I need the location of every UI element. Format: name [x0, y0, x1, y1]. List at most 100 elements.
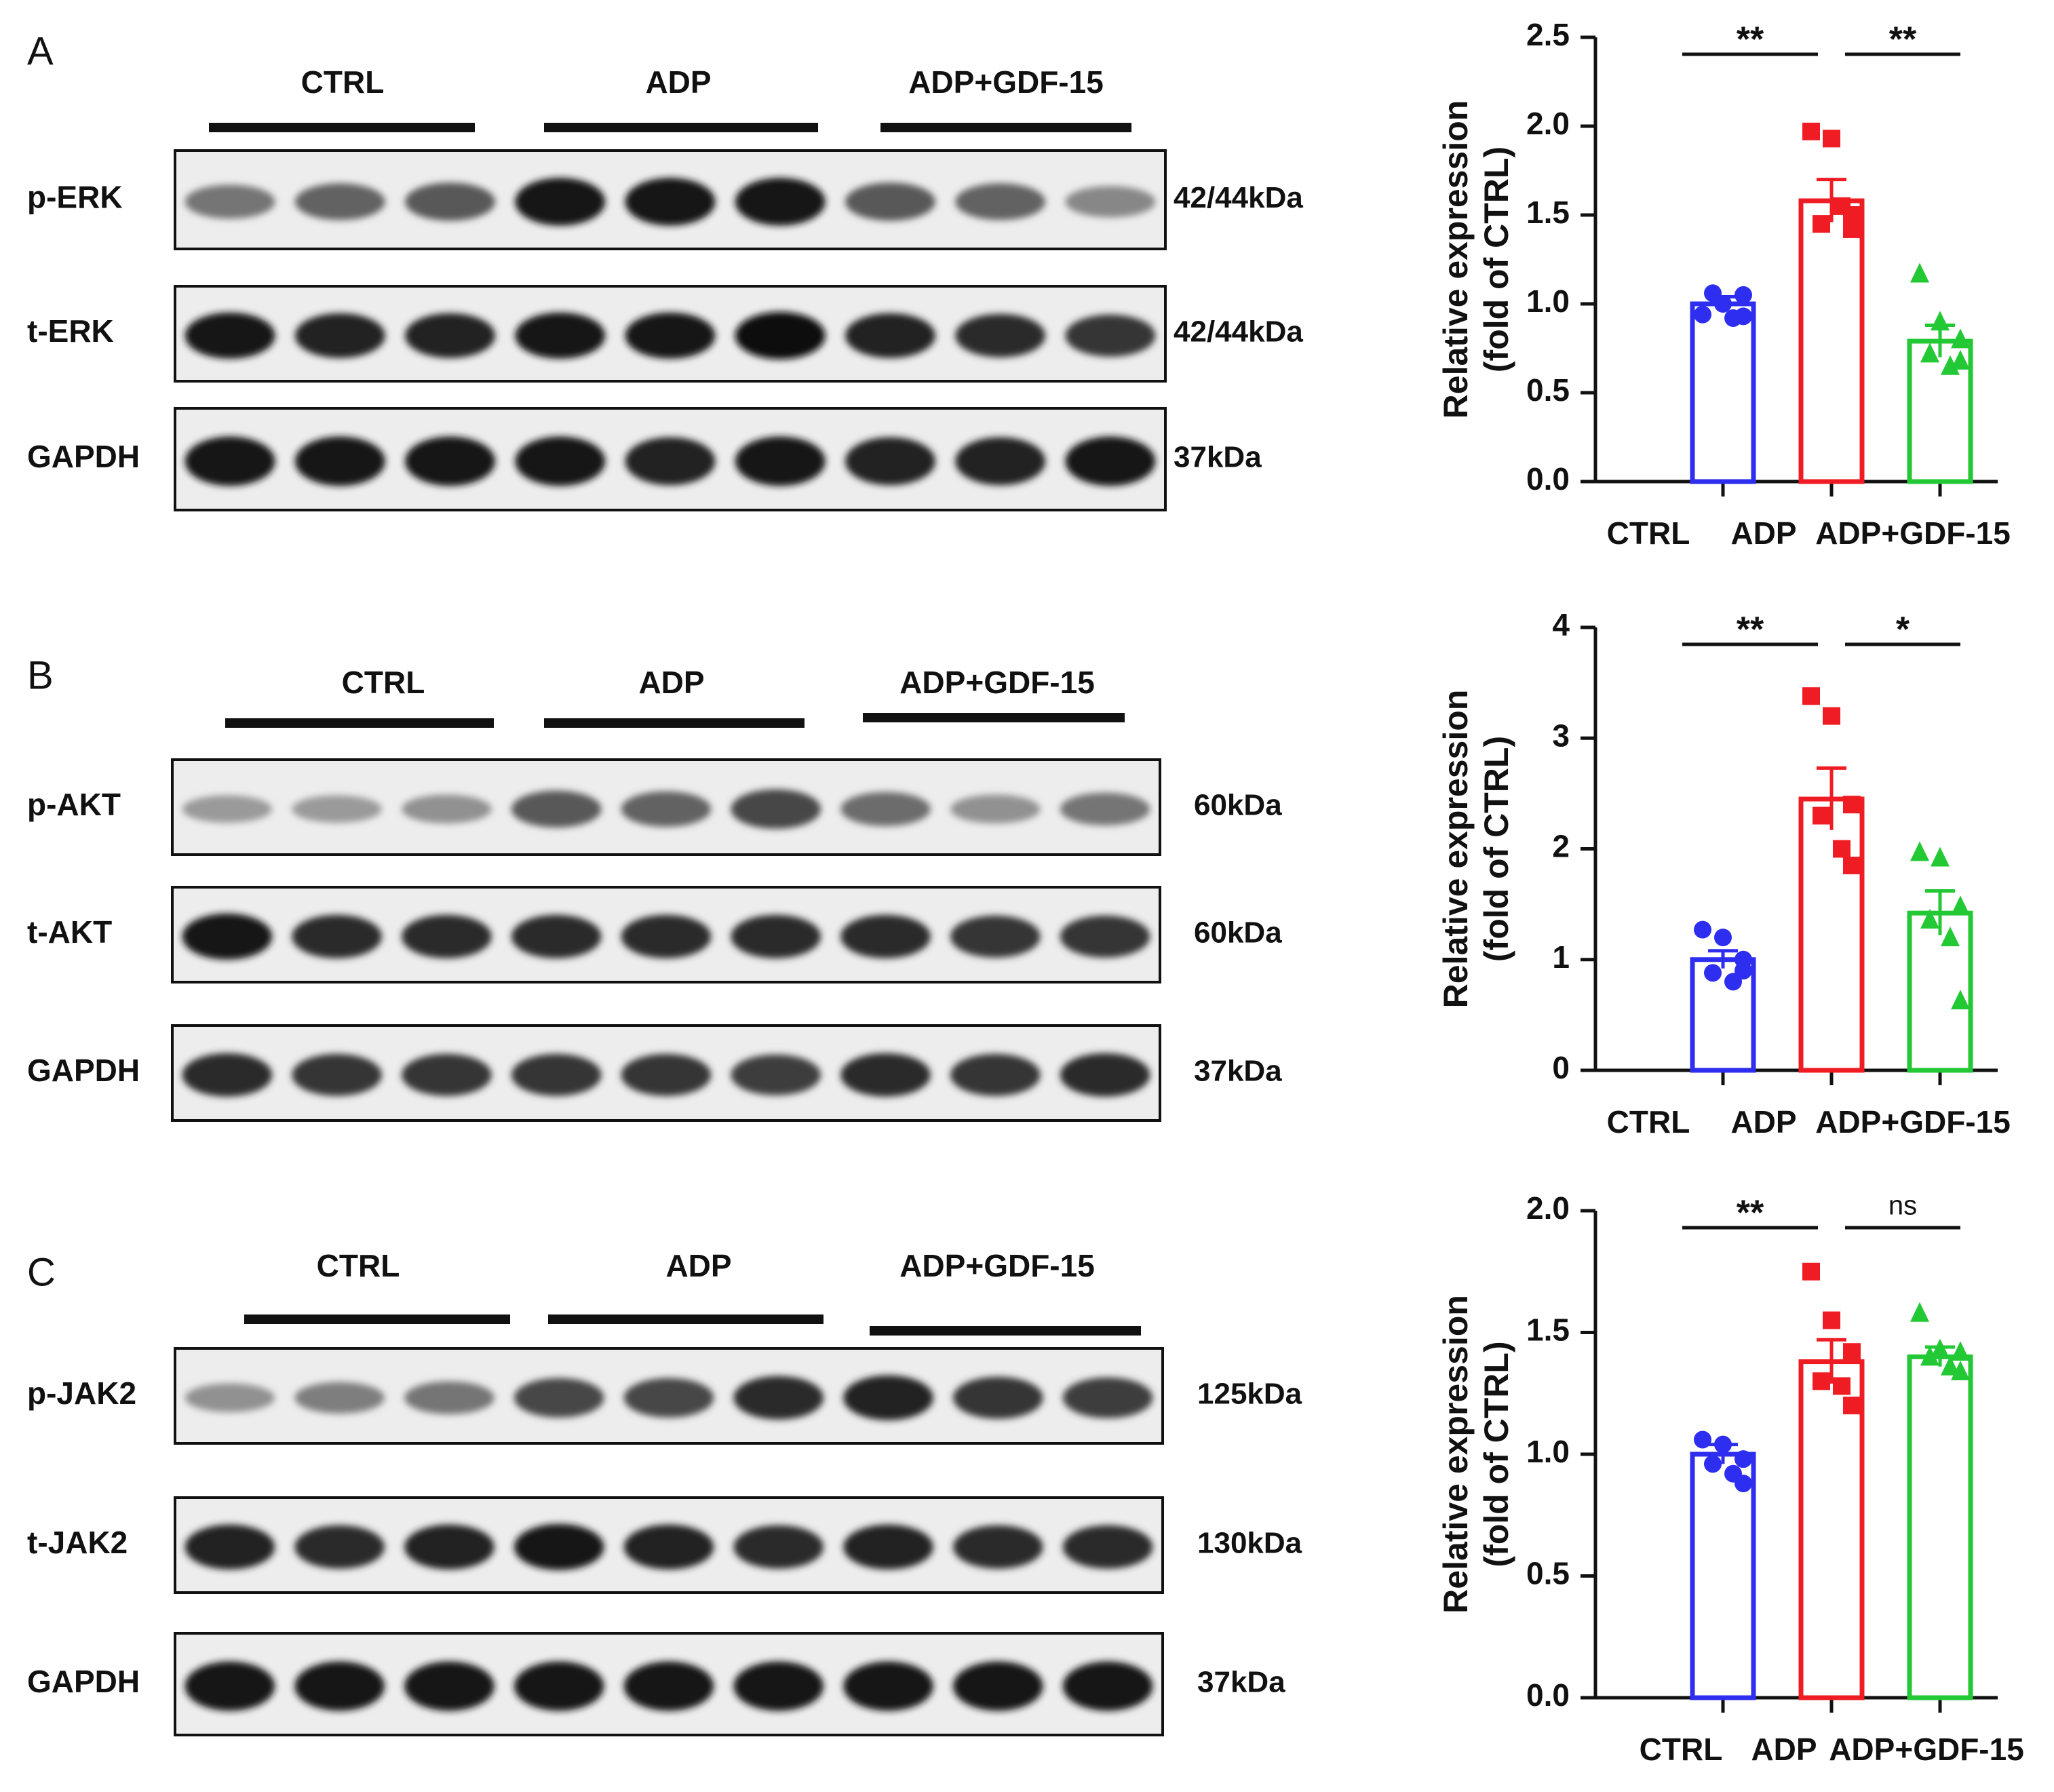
data-point — [1910, 262, 1929, 283]
blot-panel-B: B CTRL ADP ADP+GDF-15 p-AKT 60kDa t-AKT 60kDa GA… — [27, 653, 1282, 1122]
y-tick-label: 2 — [1552, 829, 1570, 864]
data-point — [1833, 1377, 1850, 1395]
blot-band — [404, 1661, 495, 1711]
y-tick-label: 0.0 — [1526, 1677, 1570, 1713]
blot-band — [735, 178, 826, 226]
blot-band — [185, 184, 275, 219]
blot-band — [845, 182, 935, 221]
data-point — [1931, 1338, 1950, 1359]
y-tick-label: 1.5 — [1526, 1312, 1570, 1348]
y-axis-label-2: (fold of CTRL) — [1477, 1341, 1515, 1567]
blot-band — [405, 436, 496, 486]
blot-band — [294, 183, 385, 220]
y-axis-label-2: (fold of CTRL) — [1477, 736, 1515, 962]
y-tick-label: 1.0 — [1526, 284, 1570, 319]
x-category-label: CTRL — [1640, 1732, 1723, 1767]
data-point — [1813, 215, 1830, 233]
data-point — [1823, 707, 1840, 725]
x-category-label: CTRL — [1607, 515, 1690, 551]
blot-size-label: 37kDa — [1174, 441, 1262, 474]
blot-band — [621, 1053, 712, 1096]
blot-band — [185, 312, 275, 359]
x-category-label: ADP+GDF-15 — [1815, 1104, 2011, 1140]
y-tick-label: 1.5 — [1526, 195, 1570, 230]
blot-band — [294, 1382, 385, 1414]
blot-panel-A: A CTRL ADP ADP+GDF-15 p-ERK 42/44kDa t-ERK 42/4… — [27, 29, 1303, 511]
blot-band — [294, 313, 385, 358]
blot-band — [953, 1661, 1043, 1711]
blot-row-label: p-ERK — [27, 180, 123, 215]
data-point — [1802, 687, 1820, 705]
blot-row-gapdh: GAPDH 37kDa — [27, 1024, 1282, 1122]
bar — [1907, 1354, 1973, 1700]
y-tick-label: 3 — [1552, 718, 1570, 753]
y-tick-label: 2.0 — [1526, 1190, 1570, 1226]
blot-row-label: p-JAK2 — [27, 1376, 136, 1411]
blot-size-label: 37kDa — [1197, 1666, 1285, 1699]
blot-group-label: ADP — [665, 1248, 731, 1283]
data-point — [1951, 1360, 1970, 1380]
data-point — [1735, 1475, 1752, 1493]
data-point — [1823, 1311, 1840, 1329]
blot-row-t-erk: t-ERK 42/44kDa — [27, 285, 1303, 383]
x-category-label: ADP — [1730, 1104, 1796, 1140]
data-point — [1920, 343, 1939, 363]
blot-band — [625, 312, 716, 359]
data-point — [1843, 1397, 1861, 1415]
significance-label: ns — [1888, 1191, 1917, 1221]
blot-row-label: GAPDH — [27, 1053, 140, 1088]
y-tick-label: 1 — [1552, 939, 1570, 975]
blot-band — [1065, 314, 1156, 357]
significance-label: * — [1896, 610, 1910, 650]
data-point — [1843, 856, 1861, 874]
data-point — [1941, 355, 1960, 375]
blot-band — [840, 1053, 931, 1097]
blot-row-gapdh: GAPDH 37kDa — [27, 1632, 1285, 1736]
significance-label: ** — [1737, 20, 1764, 60]
bar-chart-C: 0.0 0.5 1.0 1.5 2.0 Relative expression (fold … — [1437, 1190, 2024, 1767]
blot-band — [511, 790, 602, 827]
data-point — [1833, 840, 1850, 858]
blot-size-label: 60kDa — [1194, 916, 1282, 950]
blot-band — [733, 1525, 824, 1569]
blot-band — [1062, 1661, 1153, 1711]
significance-label: ** — [1737, 1194, 1764, 1233]
blot-band — [625, 437, 716, 486]
blot-band — [185, 1524, 275, 1570]
data-point — [1694, 1430, 1711, 1449]
data-point — [1910, 841, 1929, 861]
blot-band — [404, 1524, 495, 1570]
blot-band — [950, 794, 1041, 824]
blot-band — [845, 313, 935, 358]
blot-band — [843, 1375, 933, 1420]
data-point — [1931, 311, 1950, 331]
blot-band — [950, 1053, 1041, 1096]
blot-band — [514, 1523, 604, 1570]
blot-band — [950, 915, 1041, 958]
data-point — [1823, 130, 1840, 148]
bar — [1907, 910, 1973, 1073]
blot-band — [733, 1376, 824, 1420]
blot-band — [840, 914, 931, 958]
data-point — [1920, 1346, 1939, 1366]
blot-band — [515, 312, 606, 359]
data-point — [1843, 220, 1861, 238]
blot-band — [1062, 1377, 1153, 1418]
data-point — [1694, 305, 1711, 324]
data-point — [1951, 328, 1970, 349]
data-point — [1714, 1435, 1732, 1454]
blot-row-label: GAPDH — [27, 1664, 140, 1699]
blot-band — [623, 1661, 714, 1711]
x-category-label: ADP+GDF-15 — [1815, 515, 2011, 551]
blot-band — [292, 914, 382, 958]
data-point — [1714, 929, 1732, 947]
data-point — [1951, 895, 1970, 916]
blot-band — [1060, 915, 1150, 958]
bar — [1690, 301, 1756, 484]
significance-label: ** — [1889, 20, 1917, 60]
blot-band — [515, 436, 606, 486]
blot-band — [185, 1661, 275, 1711]
y-axis-label: Relative expression — [1437, 690, 1475, 1009]
blot-group-label: ADP+GDF-15 — [899, 1248, 1095, 1283]
blot-band — [294, 1661, 385, 1711]
